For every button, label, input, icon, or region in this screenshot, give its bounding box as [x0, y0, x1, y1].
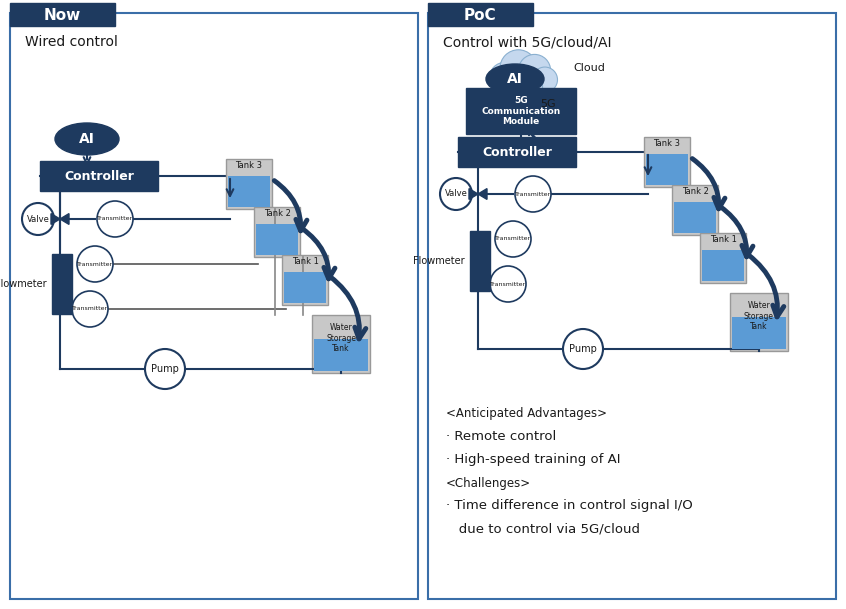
- Circle shape: [499, 72, 525, 97]
- Circle shape: [500, 50, 537, 86]
- Bar: [10, 3, 115, 26]
- Circle shape: [440, 178, 472, 210]
- Bar: [458, 137, 576, 167]
- Text: · Remote control: · Remote control: [446, 431, 557, 443]
- Text: Transmitter: Transmitter: [495, 236, 531, 242]
- Text: Transmitter: Transmitter: [490, 281, 526, 286]
- Text: Transmitter: Transmitter: [97, 217, 133, 222]
- Circle shape: [145, 349, 185, 389]
- Bar: [730, 293, 788, 351]
- Bar: [732, 317, 786, 349]
- Bar: [470, 231, 490, 291]
- Text: Wired control: Wired control: [25, 35, 118, 49]
- Text: 5G
Communication
Module: 5G Communication Module: [481, 96, 561, 126]
- Text: Transmitter: Transmitter: [77, 261, 113, 267]
- Text: <Challenges>: <Challenges>: [446, 476, 531, 490]
- Text: Valve: Valve: [26, 214, 49, 224]
- Text: 5G: 5G: [540, 99, 556, 109]
- Circle shape: [495, 221, 531, 257]
- Text: Transmitter: Transmitter: [72, 306, 108, 311]
- Text: Tank 1: Tank 1: [292, 258, 318, 267]
- Circle shape: [515, 176, 551, 212]
- Text: Cloud: Cloud: [573, 63, 605, 73]
- Circle shape: [77, 246, 113, 282]
- Bar: [428, 3, 533, 26]
- Text: AI: AI: [79, 132, 95, 146]
- Bar: [700, 233, 746, 283]
- Bar: [428, 13, 836, 599]
- Bar: [672, 185, 718, 235]
- Polygon shape: [469, 189, 478, 199]
- Bar: [646, 154, 688, 185]
- Text: · Time difference in control signal I/O: · Time difference in control signal I/O: [446, 499, 693, 513]
- Circle shape: [519, 54, 551, 86]
- Bar: [256, 224, 298, 255]
- Circle shape: [532, 67, 558, 93]
- Text: Transmitter: Transmitter: [515, 191, 551, 197]
- Bar: [226, 159, 272, 209]
- Text: Tank 3: Tank 3: [653, 139, 680, 149]
- Bar: [466, 88, 576, 134]
- Text: Tank 2: Tank 2: [264, 209, 290, 219]
- Text: due to control via 5G/cloud: due to control via 5G/cloud: [446, 523, 640, 535]
- Text: Tank 2: Tank 2: [682, 188, 708, 197]
- Polygon shape: [51, 214, 60, 224]
- Circle shape: [97, 201, 133, 237]
- Bar: [282, 255, 328, 305]
- Text: Flowmeter: Flowmeter: [0, 279, 47, 289]
- Text: Flowmeter: Flowmeter: [414, 256, 465, 266]
- Text: Valve: Valve: [444, 189, 468, 199]
- Text: PoC: PoC: [464, 7, 497, 23]
- Circle shape: [490, 266, 526, 302]
- Circle shape: [490, 63, 519, 93]
- Text: Tank 3: Tank 3: [235, 161, 262, 171]
- Bar: [674, 202, 716, 233]
- Circle shape: [563, 329, 603, 369]
- Ellipse shape: [486, 64, 544, 94]
- Text: <Anticipated Advantages>: <Anticipated Advantages>: [446, 407, 607, 420]
- Text: Tank 1: Tank 1: [710, 236, 736, 244]
- Ellipse shape: [55, 123, 119, 155]
- Text: Control with 5G/cloud/AI: Control with 5G/cloud/AI: [443, 35, 612, 49]
- Bar: [312, 315, 370, 373]
- Bar: [284, 272, 326, 303]
- Text: Controller: Controller: [482, 146, 552, 158]
- Bar: [10, 13, 418, 599]
- Text: Water
Storage
Tank: Water Storage Tank: [326, 323, 356, 353]
- Text: Pump: Pump: [569, 344, 597, 354]
- Text: Controller: Controller: [64, 169, 134, 183]
- Bar: [314, 339, 368, 371]
- Polygon shape: [478, 189, 487, 199]
- Bar: [254, 207, 300, 257]
- Text: Pump: Pump: [151, 364, 179, 374]
- Circle shape: [72, 291, 108, 327]
- Text: Now: Now: [43, 7, 80, 23]
- Text: Water
Storage
Tank: Water Storage Tank: [744, 301, 774, 331]
- Circle shape: [22, 203, 54, 235]
- Text: · High-speed training of AI: · High-speed training of AI: [446, 454, 620, 466]
- Text: AI: AI: [507, 72, 523, 86]
- Bar: [644, 137, 690, 187]
- Bar: [40, 161, 158, 191]
- Circle shape: [515, 73, 542, 100]
- Bar: [52, 254, 72, 314]
- Bar: [702, 250, 744, 281]
- Bar: [228, 176, 270, 207]
- Polygon shape: [60, 214, 69, 224]
